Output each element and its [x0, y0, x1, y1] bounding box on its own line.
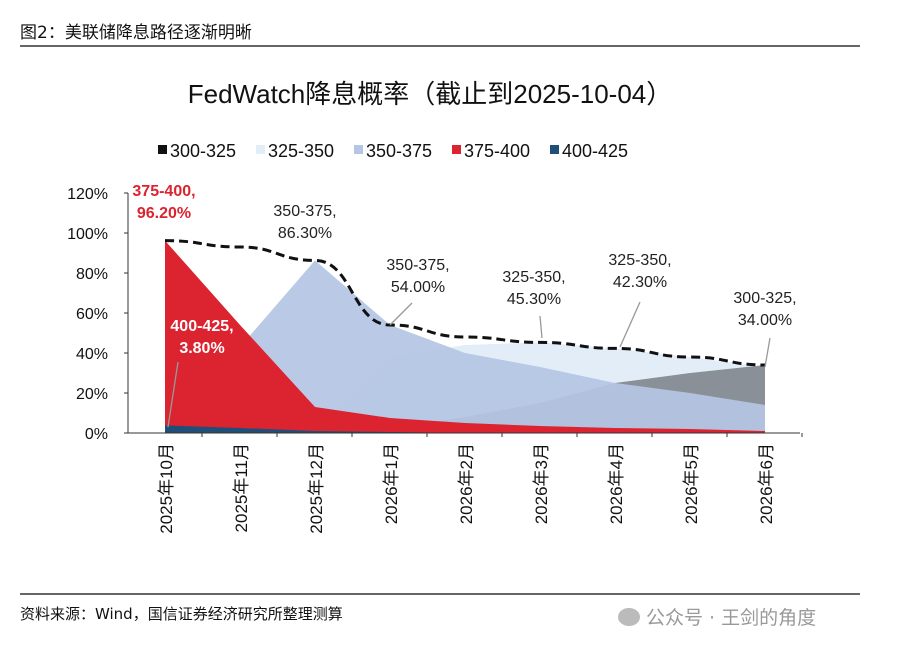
legend-label: 300-325: [170, 141, 236, 161]
legend-label: 400-425: [562, 141, 628, 161]
area-350-375: [165, 260, 765, 433]
wechat-icon: [618, 607, 640, 626]
legend-label: 350-375: [366, 141, 432, 161]
annotation-value: 34.00%: [738, 312, 792, 329]
annotation-value: 54.00%: [391, 279, 445, 296]
area-400-425: [165, 425, 765, 433]
y-tick-label: 20%: [76, 386, 108, 403]
annotation-label: 375-400,: [132, 183, 195, 200]
annotation-leader: [619, 301, 641, 348]
annotation-value: 3.80%: [179, 340, 224, 357]
x-tick-label: 2026年3月: [532, 443, 551, 524]
area-375-400: [165, 240, 765, 433]
legend-label: 325-350: [268, 141, 334, 161]
annotation-leader: [764, 337, 771, 368]
annotation-label: 325-350,: [502, 269, 565, 286]
max-probability-line: [164, 239, 766, 367]
y-tick-label: 120%: [67, 186, 108, 203]
x-tick-label: 2026年6月: [757, 443, 776, 524]
y-tick-label: 80%: [76, 266, 108, 283]
x-tick-label: 2025年10月: [157, 443, 176, 534]
annotation-label: 400-425,: [170, 318, 233, 335]
chart-title: FedWatch降息概率（截止到2025-10-04）: [188, 79, 673, 109]
annotation-label: 325-350,: [608, 252, 671, 269]
y-tick-label: 100%: [67, 226, 108, 243]
top-rule: [20, 45, 860, 47]
figure-caption: 图2：美联储降息路径逐渐明晰: [20, 23, 252, 43]
x-tick-label: 2026年5月: [682, 443, 701, 524]
legend-label: 375-400: [464, 141, 530, 161]
annotation-value: 45.30%: [507, 291, 561, 308]
annotation-leader: [539, 315, 543, 339]
x-tick-label: 2025年12月: [307, 443, 326, 534]
legend-swatch: [256, 145, 265, 154]
x-tick-label: 2025年11月: [232, 443, 251, 532]
annotation-value: 42.30%: [613, 274, 667, 291]
annotation-value: 86.30%: [278, 225, 332, 242]
watermark-text: 公众号 · 王剑的角度: [646, 607, 817, 629]
x-tick-label: 2026年4月: [607, 443, 626, 524]
legend-swatch: [550, 145, 559, 154]
source-note: 资料来源：Wind，国信证券经济研究所整理测算: [20, 605, 343, 623]
legend-swatch: [452, 145, 461, 154]
legend-swatch: [354, 145, 363, 154]
bottom-rule: [20, 593, 860, 595]
annotation-leader: [389, 302, 413, 326]
annotation-value: 96.20%: [137, 205, 191, 222]
annotation-label: 300-325,: [733, 290, 796, 307]
legend-swatch: [158, 145, 167, 154]
annotation-label: 350-375,: [386, 257, 449, 274]
annotation-leader: [167, 361, 179, 428]
watermark: 公众号 · 王剑的角度: [618, 603, 816, 630]
annotation-label: 350-375,: [273, 203, 336, 220]
y-tick-label: 0%: [85, 426, 108, 443]
y-tick-label: 40%: [76, 346, 108, 363]
y-tick-label: 60%: [76, 306, 108, 323]
x-tick-label: 2026年2月: [457, 443, 476, 524]
x-tick-label: 2026年1月: [382, 443, 401, 524]
